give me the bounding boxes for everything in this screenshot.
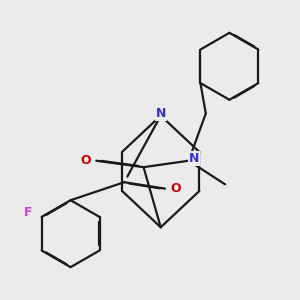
- Text: F: F: [24, 206, 32, 219]
- Text: N: N: [189, 152, 199, 165]
- Text: N: N: [155, 107, 166, 120]
- Text: O: O: [170, 182, 181, 195]
- Text: O: O: [80, 154, 91, 167]
